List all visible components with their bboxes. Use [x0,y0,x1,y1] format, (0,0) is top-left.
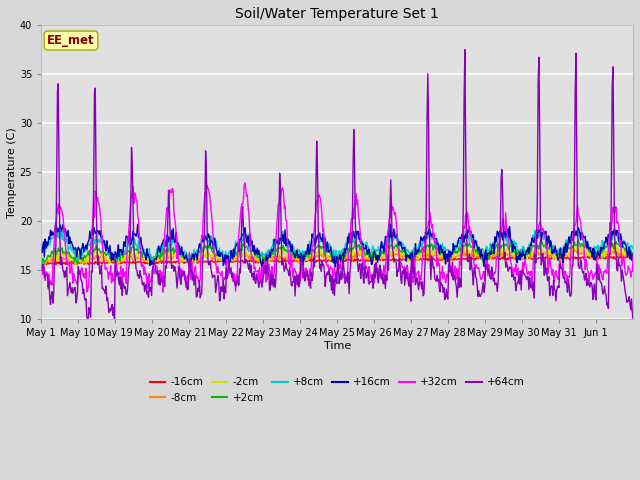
-2cm [216,253,223,259]
+16cm [216,253,224,259]
+2cm [246,246,253,252]
+64cm [399,270,407,276]
+32cm [629,254,637,260]
+64cm [268,282,276,288]
+32cm [269,274,276,279]
-8cm [37,261,45,267]
+16cm [52,219,60,225]
+2cm [400,248,408,254]
-16cm [399,257,407,263]
+8cm [268,243,276,249]
+8cm [216,253,224,259]
+16cm [108,258,115,264]
+8cm [246,241,253,247]
-2cm [399,251,407,256]
-16cm [246,258,253,264]
+2cm [216,252,224,258]
+64cm [433,278,440,284]
-2cm [245,252,253,257]
+8cm [186,259,193,265]
-8cm [268,254,275,260]
+64cm [216,297,224,303]
-8cm [629,252,637,257]
+2cm [629,250,637,255]
+2cm [351,237,359,243]
-8cm [296,262,303,267]
-16cm [58,262,66,268]
X-axis label: Time: Time [324,341,351,351]
+8cm [629,246,637,252]
Legend: -16cm, -8cm, -2cm, +2cm, +8cm, +16cm, +32cm, +64cm: -16cm, -8cm, -2cm, +2cm, +8cm, +16cm, +3… [150,377,525,403]
+64cm [111,316,118,322]
+32cm [159,289,167,295]
Line: +64cm: +64cm [41,49,633,319]
+8cm [399,240,407,246]
-2cm [268,256,275,262]
+64cm [246,260,253,266]
+8cm [107,249,115,255]
+64cm [629,316,637,322]
Line: +16cm: +16cm [41,222,633,271]
Line: -16cm: -16cm [41,256,633,265]
+2cm [433,247,441,253]
-2cm [335,262,343,267]
-8cm [107,259,115,264]
-16cm [433,257,440,263]
+32cm [246,239,254,245]
Line: +2cm: +2cm [41,240,633,264]
+32cm [400,265,408,271]
+32cm [216,271,224,276]
+16cm [269,248,276,254]
+2cm [37,259,45,265]
+8cm [575,226,583,231]
Text: EE_met: EE_met [47,34,95,47]
+8cm [433,240,440,246]
Title: Soil/Water Temperature Set 1: Soil/Water Temperature Set 1 [236,7,439,21]
+32cm [433,264,441,269]
Line: +32cm: +32cm [41,183,633,292]
-8cm [575,247,582,252]
+64cm [461,47,468,52]
+32cm [37,267,45,273]
-8cm [399,256,407,262]
-8cm [216,258,223,264]
+16cm [400,246,408,252]
+32cm [241,180,249,186]
-16cm [216,258,224,264]
-2cm [433,250,440,255]
-16cm [108,259,115,265]
-16cm [616,253,624,259]
Line: +8cm: +8cm [41,228,633,262]
+2cm [74,261,81,267]
+64cm [107,308,115,314]
-16cm [268,259,276,264]
+64cm [37,263,45,268]
Line: -8cm: -8cm [41,250,633,264]
Line: -2cm: -2cm [41,245,633,264]
-2cm [107,256,115,262]
+16cm [37,245,45,251]
+8cm [37,247,45,253]
-16cm [37,259,45,265]
-16cm [629,254,637,260]
+16cm [629,252,637,257]
-8cm [433,251,440,257]
-2cm [629,249,637,255]
+16cm [246,231,253,237]
+2cm [108,257,115,263]
Y-axis label: Temperature (C): Temperature (C) [7,127,17,217]
+2cm [268,249,276,255]
-2cm [37,260,45,265]
-2cm [612,242,620,248]
-8cm [245,255,253,261]
+16cm [433,241,441,247]
+32cm [107,263,115,269]
+16cm [260,268,268,274]
